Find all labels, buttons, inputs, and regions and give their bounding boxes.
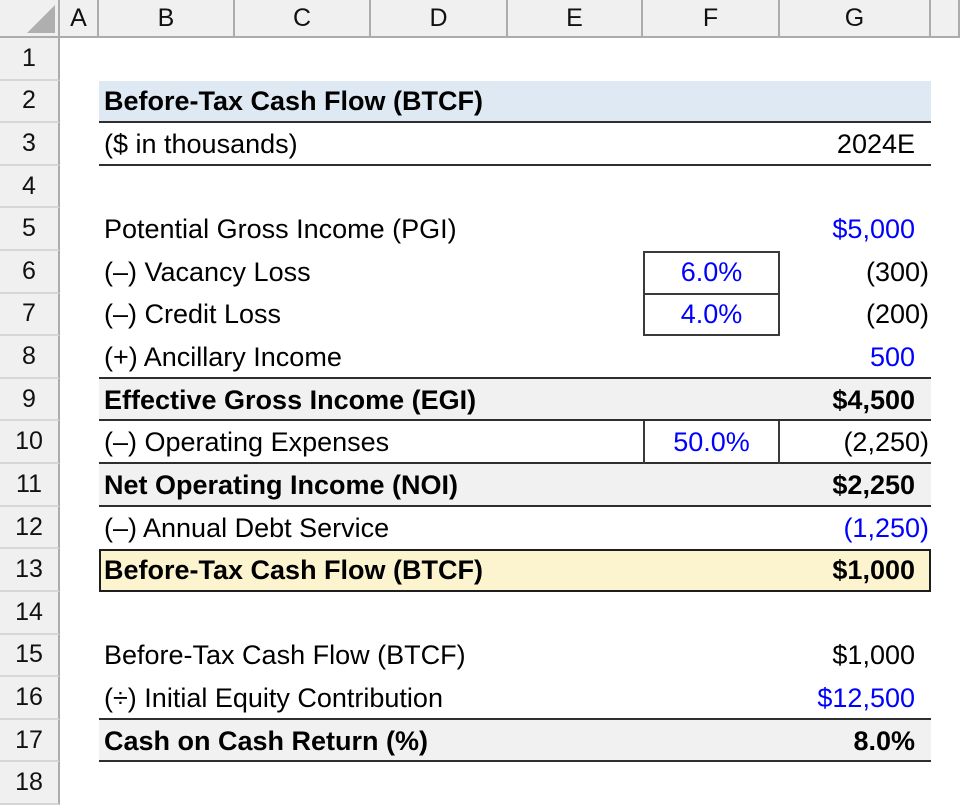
units-label[interactable]: ($ in thousands) bbox=[104, 129, 298, 160]
row-header-6[interactable]: 6 bbox=[0, 251, 60, 294]
row-header-15[interactable]: 15 bbox=[0, 634, 60, 678]
cell-btcf-value[interactable]: $1,000 bbox=[832, 555, 915, 586]
row-header-7[interactable]: 7 bbox=[0, 293, 60, 337]
cell-btcf-label[interactable]: Before-Tax Cash Flow (BTCF) bbox=[104, 555, 484, 586]
cell-noi-label[interactable]: Net Operating Income (NOI) bbox=[104, 469, 459, 500]
ancillary-band[interactable] bbox=[99, 336, 931, 379]
col-header-e[interactable]: E bbox=[508, 0, 643, 38]
cell-coc-label[interactable]: Cash on Cash Return (%) bbox=[104, 725, 429, 756]
row-header-10[interactable]: 10 bbox=[0, 421, 60, 465]
row-header-8[interactable]: 8 bbox=[0, 336, 60, 379]
col-header-partial[interactable] bbox=[931, 0, 960, 38]
select-all-corner[interactable] bbox=[0, 0, 60, 38]
cell-btcf-ref-label[interactable]: Before-Tax Cash Flow (BTCF) bbox=[104, 640, 466, 671]
cell-vacancy-label[interactable]: (–) Vacancy Loss bbox=[104, 256, 311, 287]
cell-equity-label[interactable]: (÷) Initial Equity Contribution bbox=[104, 682, 443, 713]
cell-pgi-label[interactable]: Potential Gross Income (PGI) bbox=[104, 214, 457, 245]
cell-egi-label[interactable]: Effective Gross Income (EGI) bbox=[104, 384, 477, 415]
egi-band[interactable] bbox=[99, 378, 931, 422]
row-header-3[interactable]: 3 bbox=[0, 123, 60, 166]
row-header-9[interactable]: 9 bbox=[0, 378, 60, 422]
select-all-triangle-icon bbox=[27, 5, 55, 33]
opex-band[interactable] bbox=[99, 421, 931, 465]
cell-noi-value[interactable]: $2,250 bbox=[832, 469, 915, 500]
col-header-d[interactable]: D bbox=[371, 0, 508, 38]
cell-egi-value[interactable]: $4,500 bbox=[832, 384, 915, 415]
cell-opex-label[interactable]: (–) Operating Expenses bbox=[104, 427, 390, 458]
cell-equity-value[interactable]: $12,500 bbox=[817, 682, 915, 713]
col-header-g[interactable]: G bbox=[780, 0, 931, 38]
sheet-title[interactable]: Before-Tax Cash Flow (BTCF) bbox=[104, 86, 484, 117]
cell-pgi-value[interactable]: $5,000 bbox=[832, 214, 915, 245]
row-header-16[interactable]: 16 bbox=[0, 677, 60, 720]
row-header-18[interactable]: 18 bbox=[0, 762, 60, 805]
cell-credit-label[interactable]: (–) Credit Loss bbox=[104, 299, 282, 330]
cell-credit-value[interactable]: (200) bbox=[865, 299, 929, 330]
equity-band[interactable] bbox=[99, 677, 931, 720]
noi-band[interactable] bbox=[99, 464, 931, 507]
period-label[interactable]: 2024E bbox=[836, 129, 915, 160]
cell-coc-value[interactable]: 8.0% bbox=[853, 725, 915, 756]
row-header-5[interactable]: 5 bbox=[0, 208, 60, 252]
row-header-13[interactable]: 13 bbox=[0, 549, 60, 592]
cell-vacancy-value[interactable]: (300) bbox=[865, 256, 929, 287]
title-band[interactable] bbox=[99, 80, 931, 124]
col-header-b[interactable]: B bbox=[99, 0, 235, 38]
cell-credit-rate-input[interactable]: 4.0% bbox=[680, 298, 743, 329]
row-header-12[interactable]: 12 bbox=[0, 506, 60, 550]
row-header-14[interactable]: 14 bbox=[0, 591, 60, 635]
col-header-c[interactable]: C bbox=[235, 0, 371, 38]
row-header-2[interactable]: 2 bbox=[0, 80, 60, 124]
btcf-band[interactable] bbox=[99, 549, 931, 592]
cell-opex-value[interactable]: (2,250) bbox=[843, 427, 929, 458]
cell-vacancy-rate-input[interactable]: 6.0% bbox=[645, 253, 778, 295]
cell-debt-value[interactable]: (1,250) bbox=[843, 512, 929, 543]
row-header-11[interactable]: 11 bbox=[0, 464, 60, 507]
cell-btcf-ref-value[interactable]: $1,000 bbox=[832, 640, 915, 671]
cell-debt-label[interactable]: (–) Annual Debt Service bbox=[104, 512, 390, 543]
cell-ancillary-value[interactable]: 500 bbox=[869, 342, 915, 373]
row-header-17[interactable]: 17 bbox=[0, 719, 60, 763]
cell-opex-rate-input[interactable]: 50.0% bbox=[643, 421, 780, 465]
subtitle-band[interactable] bbox=[99, 123, 931, 166]
col-header-a[interactable]: A bbox=[60, 0, 99, 38]
cell-ancillary-label[interactable]: (+) Ancillary Income bbox=[104, 342, 342, 373]
rate-input-box: 6.0% 4.0% bbox=[643, 251, 780, 337]
coc-band[interactable] bbox=[99, 719, 931, 763]
row-header-4[interactable]: 4 bbox=[0, 165, 60, 209]
col-header-f[interactable]: F bbox=[643, 0, 780, 38]
row-header-1[interactable]: 1 bbox=[0, 38, 60, 81]
